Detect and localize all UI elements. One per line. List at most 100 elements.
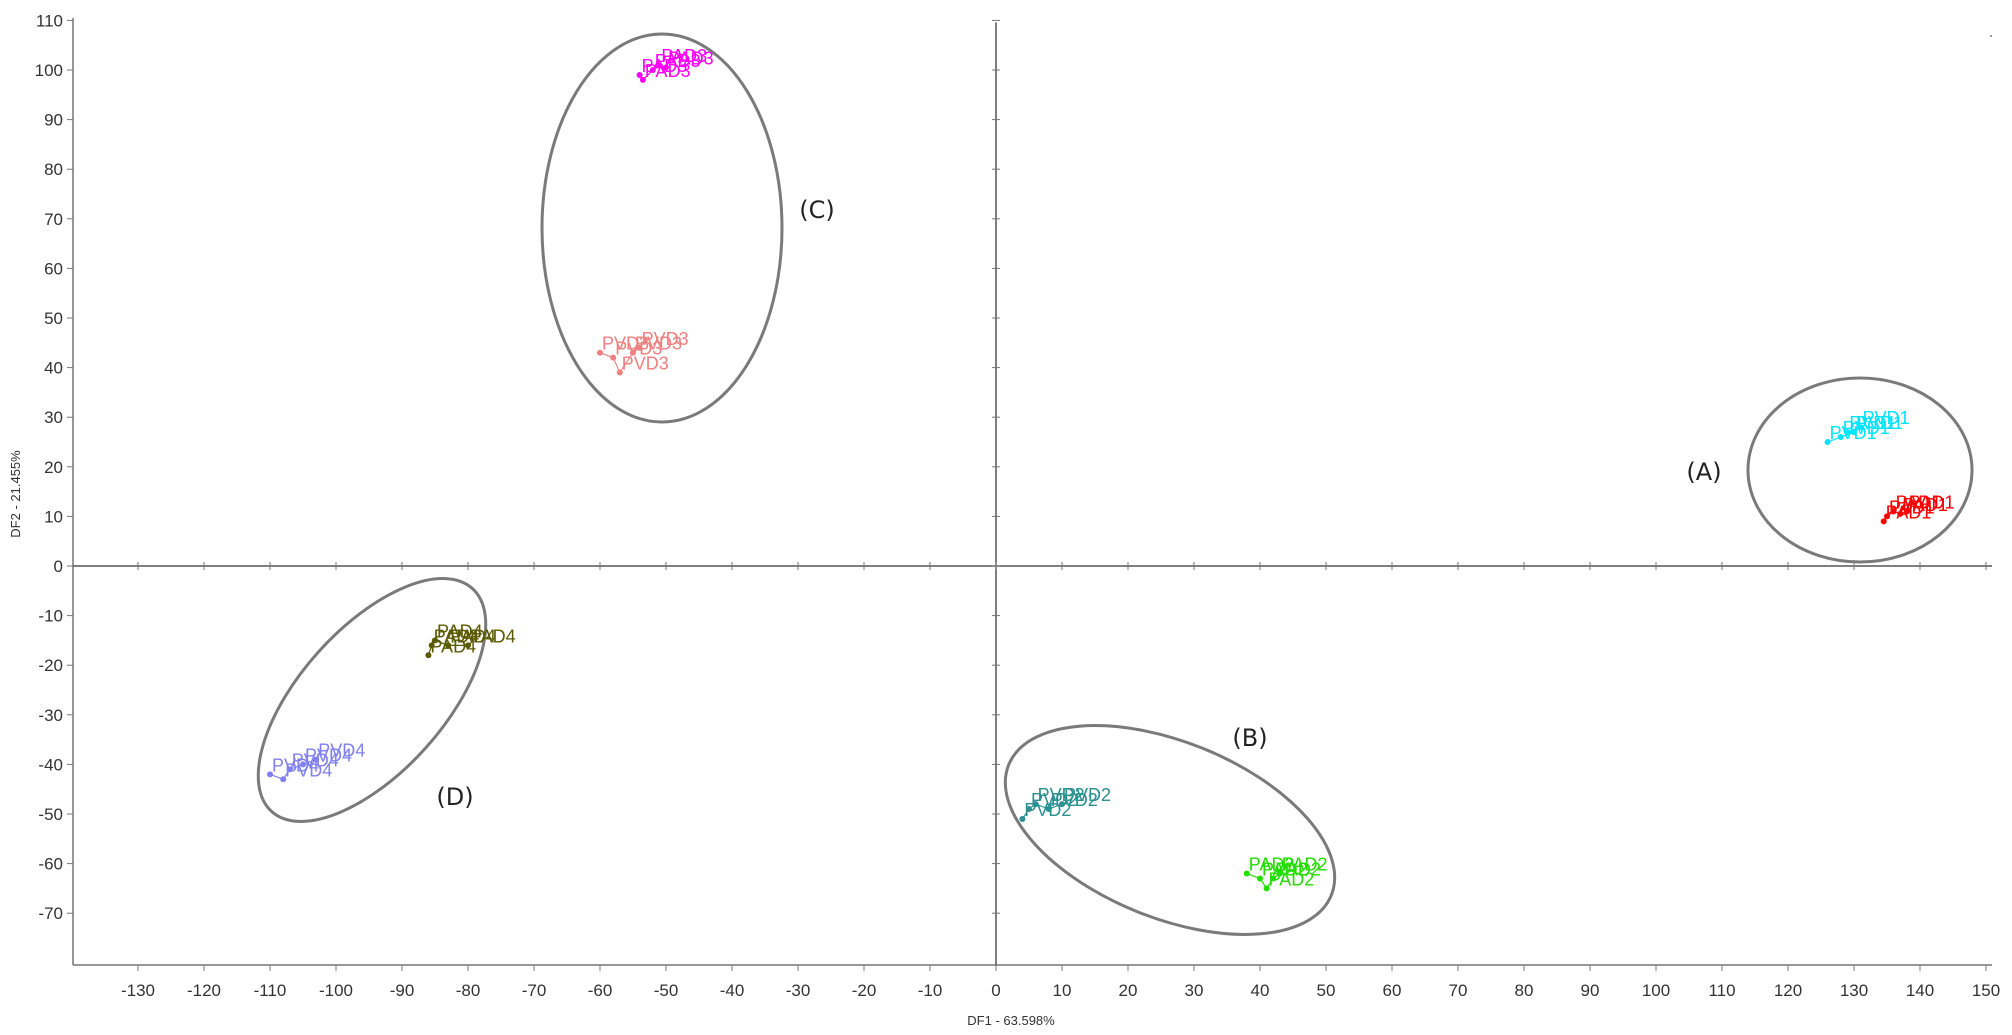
- data-point: [610, 354, 617, 361]
- y-tick-label: 110: [36, 11, 63, 30]
- x-tick-label: 20: [1119, 981, 1138, 1000]
- ticks-layer: -130 -120 -110 -100 -90 -80 -70 -60 -50 -40 -30 -20…: [35, 11, 2001, 1000]
- point-label: PVD4: [318, 740, 365, 760]
- x-tick-label: -110: [254, 981, 287, 1000]
- x-tick-label: -10: [918, 981, 943, 1000]
- point-label: PVD3: [642, 329, 689, 349]
- data-point: [636, 71, 643, 78]
- data-point: [597, 349, 603, 356]
- data-point: [639, 76, 646, 83]
- y-tick-label: 0: [54, 557, 63, 576]
- data-point: [1243, 870, 1250, 877]
- series-pad1: PAD1PAD1PAD1PAD1PAD1: [1880, 492, 1955, 525]
- x-tick-label: -30: [786, 981, 811, 1000]
- point-label: PAD1: [1909, 492, 1955, 512]
- data-point: [1837, 434, 1844, 441]
- point-label: PAD3: [668, 49, 714, 69]
- group-label-c: (C): [799, 196, 834, 224]
- x-tick-label: 140: [1906, 981, 1934, 1000]
- point-label: PAD2: [1249, 855, 1295, 875]
- x-tick-label: 30: [1185, 981, 1204, 1000]
- data-point: [432, 637, 438, 644]
- x-tick-label: -80: [456, 981, 481, 1000]
- data-point: [1824, 439, 1831, 445]
- data-point: [1019, 815, 1026, 822]
- x-axis-title: DF1 - 63.598%: [967, 1013, 1055, 1028]
- ellipse-b: [1003, 724, 1337, 936]
- x-tick-label: 80: [1515, 981, 1534, 1000]
- y-tick-label: -30: [38, 706, 63, 725]
- x-tick-label: 90: [1581, 981, 1600, 1000]
- x-tick-label: 150: [1972, 981, 2000, 1000]
- data-point: [1257, 875, 1263, 882]
- data-point: [300, 761, 306, 768]
- point-label: PAD3: [661, 46, 707, 66]
- y-tick-label: 10: [44, 507, 63, 526]
- data-point: [616, 369, 623, 376]
- data-point: [1026, 806, 1032, 813]
- point-label: PAD1: [1896, 492, 1942, 512]
- x-tick-label: 70: [1449, 981, 1468, 1000]
- y-tick-label: 20: [44, 458, 63, 477]
- x-tick-label: 10: [1053, 981, 1072, 1000]
- point-label: PAD4: [430, 636, 476, 656]
- point-label: PVD4: [272, 755, 319, 775]
- x-tick-label: 60: [1383, 981, 1402, 1000]
- point-label: PAD2: [1275, 859, 1321, 879]
- data-point: [1903, 508, 1910, 515]
- ellipse-c: [540, 32, 784, 424]
- cluster-ellipses: [256, 32, 1974, 936]
- data-point: [313, 756, 320, 763]
- x-tick-label: -50: [654, 981, 679, 1000]
- series-pvd1: PVD1PVD1PVD1PVD1PVD1: [1824, 408, 1910, 445]
- y-tick-label: 30: [44, 408, 63, 427]
- series-layer: PVD1PVD1PVD1PVD1PVD1 PAD1PAD1PAD1PAD1PAD1…: [267, 46, 1955, 892]
- data-point: [1263, 885, 1270, 892]
- data-point: [1032, 801, 1039, 808]
- point-label: PVD4: [285, 760, 332, 780]
- x-tick-label: -40: [720, 981, 745, 1000]
- point-label: PAD4: [437, 621, 483, 641]
- x-tick-label: 50: [1317, 981, 1336, 1000]
- data-point: [1857, 424, 1864, 431]
- group-labels: (A) (B) (C) (D): [436, 196, 1721, 811]
- point-label: PAD2: [1282, 855, 1328, 875]
- y-tick-label: -40: [38, 755, 63, 774]
- data-point: [1851, 429, 1857, 436]
- x-tick-label: -20: [852, 981, 877, 1000]
- point-label: PAD4: [470, 626, 516, 646]
- point-label: PVD2: [1031, 790, 1078, 810]
- series-pad3: PAD3PAD3PAD3PAD3PAD3: [636, 46, 714, 83]
- data-point: [1045, 806, 1052, 813]
- ellipse-a: [1746, 376, 1974, 564]
- ellipse-d: [256, 577, 488, 823]
- y-axis-title: DF2 - 21.455%: [8, 450, 23, 538]
- data-point: [1880, 518, 1887, 525]
- data-point: [445, 642, 452, 649]
- y-tick-label: -70: [38, 904, 63, 923]
- x-tick-label: 40: [1251, 981, 1270, 1000]
- data-point: [656, 62, 663, 69]
- y-tick-label: 80: [44, 160, 63, 179]
- data-point: [1276, 870, 1283, 877]
- data-point: [1059, 801, 1065, 808]
- y-tick-label: 100: [35, 61, 63, 80]
- data-point: [280, 776, 287, 783]
- point-label: PVD3: [635, 334, 682, 354]
- x-tick-label: 120: [1774, 981, 1802, 1000]
- x-tick-label: -70: [522, 981, 547, 1000]
- point-label: PVD3: [622, 354, 669, 374]
- group-label-d: (D): [436, 783, 473, 811]
- data-point: [267, 771, 273, 778]
- y-tick-label: -50: [38, 805, 63, 824]
- y-tick-label: 60: [44, 259, 63, 278]
- data-point: [1884, 513, 1890, 520]
- point-label: PVD1: [1856, 413, 1903, 433]
- data-point: [286, 766, 293, 773]
- group-label-a: (A): [1686, 458, 1721, 486]
- x-tick-label: -130: [121, 981, 155, 1000]
- data-point: [428, 642, 435, 649]
- point-label: PAD4: [450, 626, 496, 646]
